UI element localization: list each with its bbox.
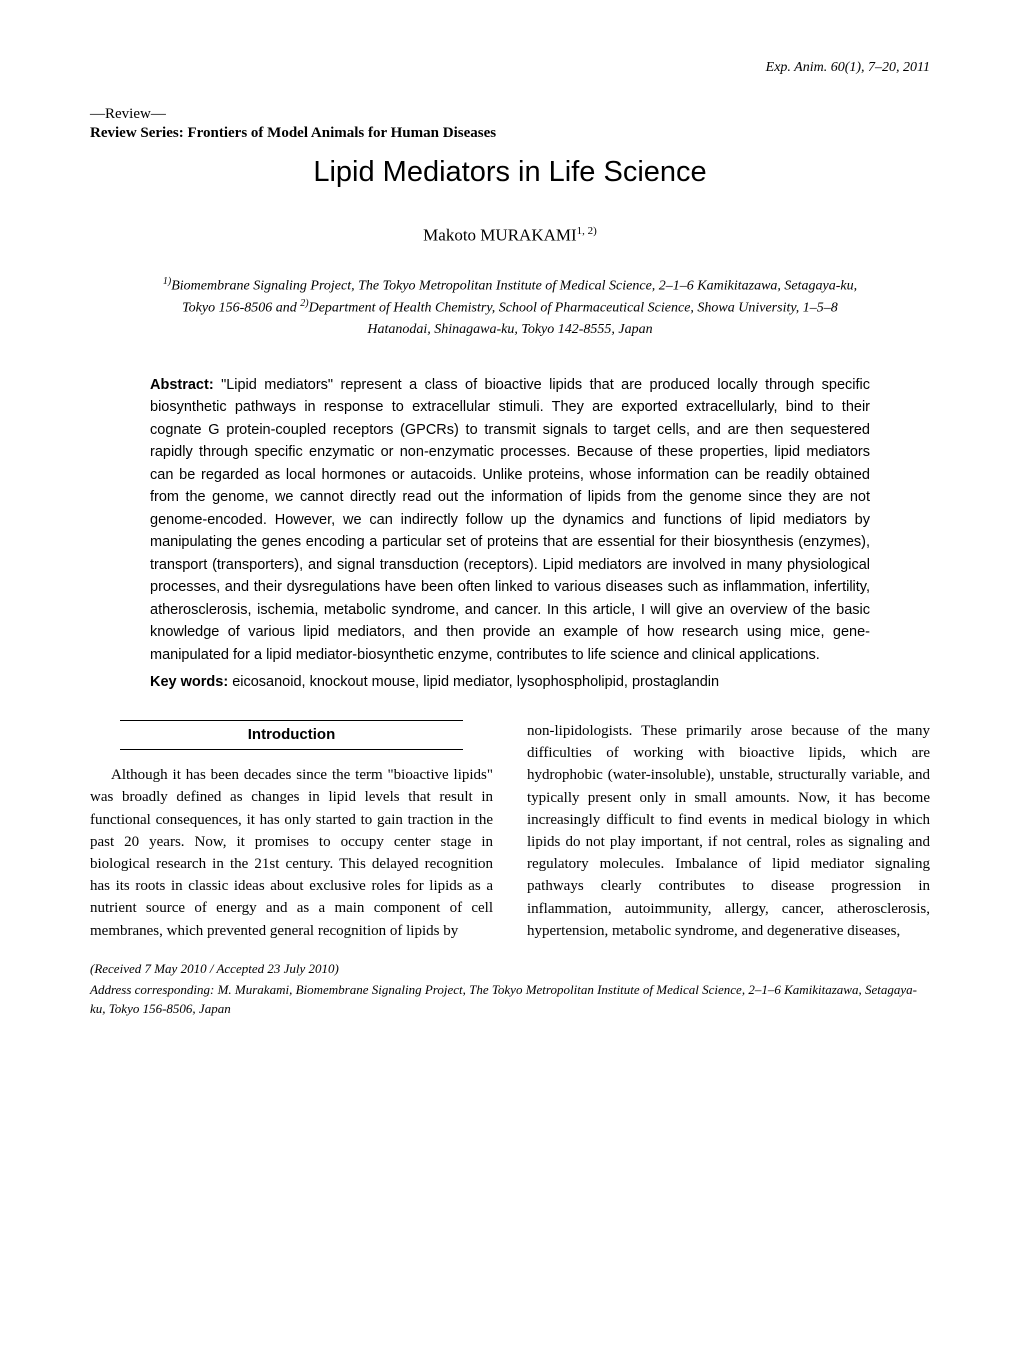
keywords-block: Key words: eicosanoid, knockout mouse, l… bbox=[150, 674, 870, 690]
abstract-block: Abstract: "Lipid mediators" represent a … bbox=[150, 374, 870, 666]
review-series-title: Review Series: Frontiers of Model Animal… bbox=[90, 125, 930, 142]
article-title: Lipid Mediators in Life Science bbox=[90, 156, 930, 189]
author-affil-sup: 1, 2) bbox=[577, 225, 597, 237]
abstract-text: "Lipid mediators" represent a class of b… bbox=[150, 377, 870, 663]
footnotes: (Received 7 May 2010 / Accepted 23 July … bbox=[90, 960, 930, 1019]
received-accepted-dates: (Received 7 May 2010 / Accepted 23 July … bbox=[90, 960, 930, 979]
author-line: Makoto MURAKAMI1, 2) bbox=[90, 225, 930, 246]
body-paragraph-left: Although it has been decades since the t… bbox=[90, 764, 493, 942]
abstract-label: Abstract: bbox=[150, 377, 214, 393]
section-heading-introduction: Introduction bbox=[120, 720, 463, 750]
review-tag: —Review— bbox=[90, 106, 930, 123]
body-columns: Introduction Although it has been decade… bbox=[90, 720, 930, 942]
keywords-label: Key words: bbox=[150, 674, 228, 690]
column-right: non-lipidologists. These primarily arose… bbox=[527, 720, 930, 942]
author-name: Makoto MURAKAMI bbox=[423, 226, 576, 245]
affiliations: 1)Biomembrane Signaling Project, The Tok… bbox=[150, 274, 870, 340]
journal-reference: Exp. Anim. 60(1), 7–20, 2011 bbox=[90, 60, 930, 76]
keywords-text: eicosanoid, knockout mouse, lipid mediat… bbox=[232, 674, 719, 690]
corresponding-address: Address corresponding: M. Murakami, Biom… bbox=[90, 981, 930, 1019]
column-left: Introduction Although it has been decade… bbox=[90, 720, 493, 942]
body-paragraph-right: non-lipidologists. These primarily arose… bbox=[527, 720, 930, 942]
